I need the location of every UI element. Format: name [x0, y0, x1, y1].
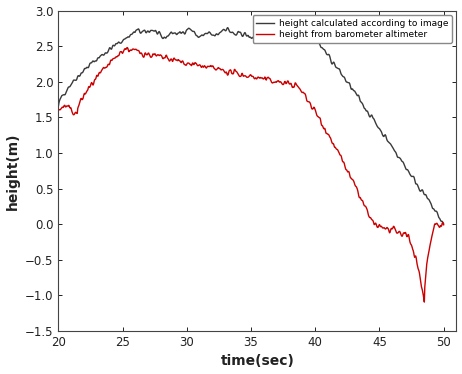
height from barometer altimeter	[290, 85, 296, 90]
height calculated according to image	[280, 33, 286, 37]
height calculated according to image	[388, 142, 393, 146]
height calculated according to image	[290, 34, 296, 39]
height from barometer altimeter	[388, 228, 393, 232]
height calculated according to image	[258, 24, 264, 28]
X-axis label: time(sec): time(sec)	[220, 355, 294, 368]
height calculated according to image	[79, 71, 85, 75]
height from barometer altimeter	[348, 176, 354, 180]
Legend: height calculated according to image, height from barometer altimeter: height calculated according to image, he…	[253, 15, 452, 43]
height from barometer altimeter	[441, 223, 446, 227]
height from barometer altimeter	[302, 91, 307, 96]
height from barometer altimeter	[79, 97, 85, 102]
height calculated according to image	[441, 221, 446, 226]
Line: height calculated according to image: height calculated according to image	[59, 26, 444, 224]
height from barometer altimeter	[56, 107, 61, 111]
Line: height from barometer altimeter: height from barometer altimeter	[59, 47, 444, 302]
Y-axis label: height(m): height(m)	[6, 132, 19, 209]
height from barometer altimeter	[125, 45, 130, 50]
height calculated according to image	[348, 87, 354, 91]
height from barometer altimeter	[280, 82, 286, 87]
height from barometer altimeter	[421, 300, 427, 304]
height calculated according to image	[56, 104, 61, 108]
height calculated according to image	[302, 31, 307, 36]
